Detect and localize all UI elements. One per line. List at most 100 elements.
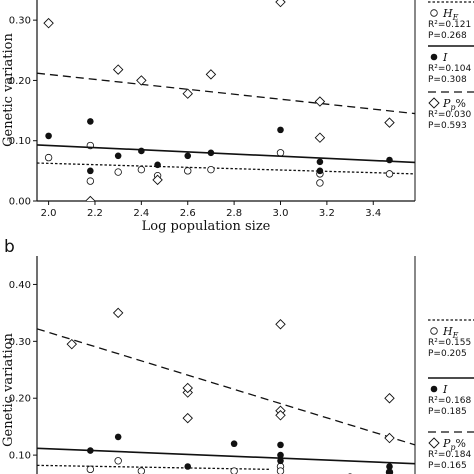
- point-pp: [182, 382, 193, 394]
- point-pp: [314, 132, 326, 143]
- fit-line-i: [37, 447, 415, 465]
- legend-marker: [430, 327, 438, 335]
- point-i: [114, 152, 122, 160]
- point-he: [184, 167, 192, 175]
- point-i: [277, 441, 284, 449]
- x-tick-label: 2.2: [87, 208, 103, 219]
- legend-p-value: P=0.185: [428, 407, 467, 417]
- point-pp: [152, 174, 163, 186]
- point-i: [277, 451, 284, 459]
- point-i: [87, 447, 94, 454]
- point-he: [86, 465, 95, 474]
- point-pp: [384, 392, 395, 404]
- point-he: [44, 153, 53, 162]
- legend-p-value: P=0.308: [428, 75, 467, 85]
- panel-letter: b: [4, 237, 15, 257]
- point-i: [277, 457, 284, 465]
- point-he: [276, 149, 285, 157]
- x-tick-label: 2.0: [41, 208, 57, 219]
- fit-line-he: [37, 162, 415, 175]
- legend-r2: R²=0.104: [428, 64, 471, 74]
- point-pp: [314, 96, 326, 107]
- y-axis-label: Genetic variation: [1, 33, 16, 147]
- x-tick-label: 2.6: [180, 208, 196, 219]
- point-he: [207, 165, 215, 174]
- point-pp: [275, 319, 286, 330]
- x-axis-label: Log population size: [142, 219, 271, 234]
- x-tick-label: 3.0: [273, 208, 289, 219]
- y-tick-label: 0.20: [9, 76, 31, 87]
- legend-p-value: P=0.268: [428, 31, 467, 41]
- point-pp: [112, 307, 124, 319]
- plot-area: [37, 307, 415, 474]
- legend-symbol: Pp%: [442, 437, 466, 452]
- legend-r2: R²=0.184: [428, 450, 471, 460]
- legend-marker: [428, 437, 440, 449]
- point-he: [276, 467, 285, 474]
- point-i: [87, 167, 94, 175]
- panel-a: 0.00 0.10 0.20 0.30 2.0 2.2 2.4 2.6 2.8 3.0 3.2 3.4…: [1, 0, 474, 234]
- point-he: [385, 170, 394, 178]
- point-i: [277, 126, 284, 134]
- y-tick-label: 0.30: [9, 337, 31, 348]
- point-pp: [275, 410, 286, 421]
- y-tick-label: 0.10: [9, 451, 31, 462]
- point-he: [230, 467, 238, 474]
- legend-r2: R²=0.030: [428, 110, 471, 120]
- fit-line-i: [37, 144, 415, 164]
- point-he: [114, 457, 122, 465]
- legend-symbol: I: [442, 383, 448, 396]
- legend-marker: [430, 9, 438, 17]
- legend-p-value: P=0.593: [428, 121, 467, 131]
- legend-r2: R²=0.155: [428, 338, 471, 348]
- point-pp: [182, 88, 193, 99]
- point-i: [316, 167, 324, 175]
- point-pp: [182, 412, 193, 424]
- legend-p-value: P=0.165: [428, 461, 467, 471]
- point-i: [207, 149, 215, 157]
- point-i: [386, 156, 393, 164]
- plot-area: [37, 0, 415, 201]
- point-he: [137, 467, 146, 474]
- point-pp: [85, 195, 96, 201]
- point-pp: [136, 75, 147, 86]
- legend-marker: [430, 53, 438, 61]
- fit-line-pp: [37, 328, 415, 446]
- y-tick-label: 0.10: [9, 136, 31, 147]
- point-pp: [66, 338, 78, 350]
- legend-p-value: P=0.205: [428, 349, 467, 359]
- x-tick-label: 3.4: [365, 208, 381, 219]
- x-tick-label: 2.4: [133, 208, 149, 219]
- y-tick-label: 0.40: [9, 280, 31, 291]
- point-i: [114, 433, 122, 441]
- point-i: [138, 147, 145, 155]
- legend-symbol: Pp%: [442, 97, 466, 112]
- point-pp: [384, 432, 395, 444]
- point-pp: [112, 64, 124, 75]
- x-tick-label: 2.8: [226, 208, 242, 219]
- x-tick-label: 3.2: [319, 208, 335, 219]
- point-i: [184, 152, 192, 160]
- point-i: [386, 468, 393, 474]
- point-he: [137, 165, 146, 174]
- y-tick-label: 0.30: [9, 16, 31, 27]
- point-i: [316, 158, 324, 166]
- legend-symbol: HE: [442, 7, 459, 22]
- point-i: [184, 463, 192, 470]
- point-he: [114, 168, 122, 176]
- point-i: [386, 463, 393, 470]
- legend-symbol: HE: [442, 325, 459, 340]
- point-i: [45, 132, 52, 140]
- point-i: [230, 440, 238, 448]
- point-pp: [384, 117, 395, 128]
- point-he: [316, 179, 324, 187]
- fit-line-pp: [37, 72, 415, 115]
